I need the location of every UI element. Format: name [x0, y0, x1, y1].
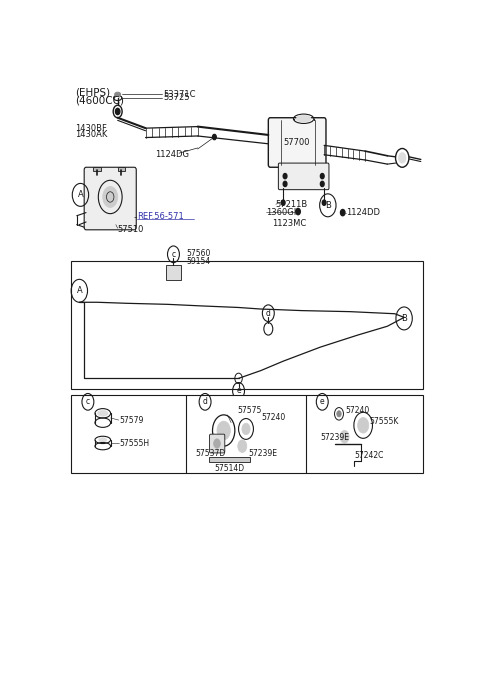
Circle shape [283, 173, 287, 179]
Text: d: d [203, 397, 207, 406]
Circle shape [398, 152, 406, 163]
Text: 1360GK: 1360GK [266, 208, 300, 217]
Text: 1430AK: 1430AK [75, 130, 107, 139]
Text: 1430BF: 1430BF [75, 124, 107, 133]
Circle shape [321, 173, 324, 179]
Circle shape [322, 200, 326, 205]
Ellipse shape [296, 115, 311, 122]
Text: 53371C: 53371C [163, 90, 196, 99]
Circle shape [358, 418, 369, 433]
Text: (4600CC): (4600CC) [75, 95, 124, 106]
Bar [209, 456, 250, 462]
Text: 57239E: 57239E [248, 450, 277, 458]
Circle shape [281, 200, 285, 205]
Text: 57579: 57579 [120, 416, 144, 424]
Text: 57242C: 57242C [354, 451, 383, 460]
Text: 57575: 57575 [237, 406, 262, 415]
Text: B: B [325, 201, 331, 210]
Bar [166, 265, 181, 280]
Ellipse shape [99, 438, 107, 442]
Text: 57560: 57560 [186, 248, 211, 258]
Circle shape [340, 431, 349, 443]
Text: e: e [236, 387, 241, 395]
Text: A: A [78, 190, 84, 200]
Circle shape [217, 421, 230, 440]
Text: 57700: 57700 [283, 138, 310, 148]
Circle shape [296, 209, 300, 215]
Circle shape [214, 439, 220, 448]
Circle shape [103, 187, 118, 207]
Circle shape [115, 108, 120, 114]
Text: 57240: 57240 [261, 413, 285, 422]
Ellipse shape [97, 410, 108, 416]
Text: d: d [266, 309, 271, 318]
Circle shape [321, 181, 324, 187]
Text: 1124DG: 1124DG [155, 150, 189, 158]
Bar [71, 395, 423, 473]
Circle shape [283, 181, 287, 187]
Text: 59154: 59154 [186, 257, 211, 266]
Text: c: c [86, 397, 90, 406]
Text: 57555K: 57555K [370, 416, 399, 426]
Text: 57211B: 57211B [276, 200, 308, 209]
Text: REF.56-571: REF.56-571 [137, 213, 184, 221]
Text: 53725: 53725 [163, 93, 190, 102]
Bar [71, 261, 423, 389]
Text: 57240: 57240 [346, 406, 370, 415]
Text: c: c [171, 250, 176, 259]
FancyBboxPatch shape [268, 118, 326, 167]
Text: A: A [76, 286, 82, 295]
Circle shape [337, 411, 341, 417]
Text: 57510: 57510 [118, 225, 144, 234]
Text: 57555H: 57555H [120, 439, 150, 447]
Text: 1124DD: 1124DD [347, 208, 381, 217]
FancyBboxPatch shape [210, 434, 225, 453]
Text: 57514D: 57514D [214, 464, 244, 473]
FancyBboxPatch shape [84, 167, 136, 230]
Circle shape [238, 440, 247, 452]
Text: e: e [320, 397, 324, 406]
Text: 1123MC: 1123MC [272, 219, 306, 227]
Circle shape [213, 135, 216, 139]
Bar [118, 167, 125, 171]
Text: B: B [401, 314, 407, 323]
Circle shape [242, 423, 250, 435]
Text: 57239E: 57239E [321, 433, 349, 442]
FancyBboxPatch shape [278, 163, 329, 190]
Circle shape [340, 209, 345, 216]
Text: (EHPS): (EHPS) [75, 88, 110, 97]
Text: 57537D: 57537D [196, 450, 226, 458]
Bar [94, 167, 101, 171]
Ellipse shape [115, 92, 120, 96]
